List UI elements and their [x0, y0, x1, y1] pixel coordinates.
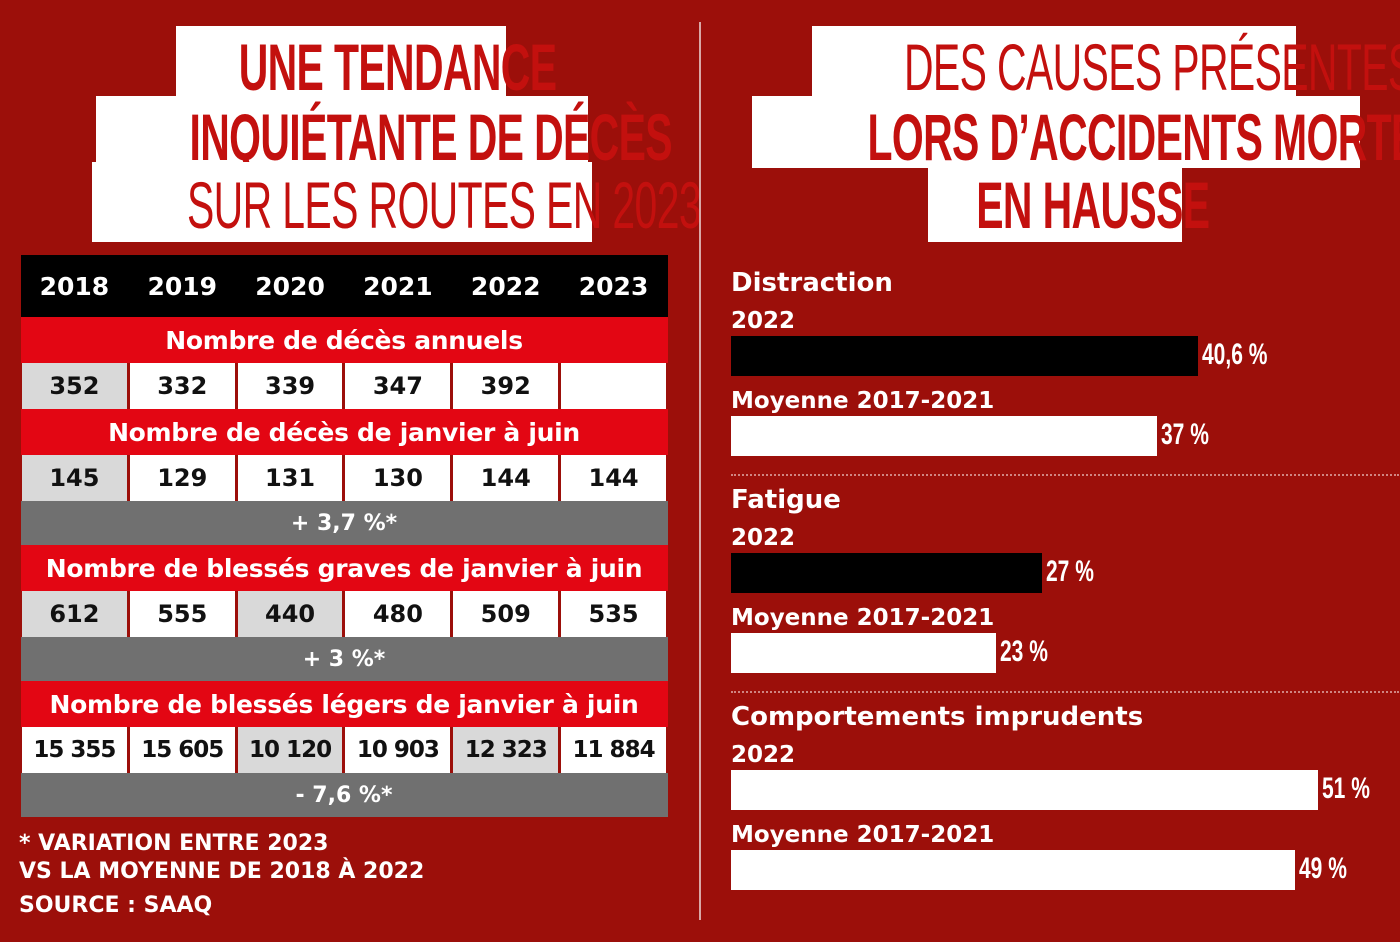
section-label: Nombre de décès de janvier à juin	[20, 409, 668, 455]
bar	[731, 633, 996, 673]
value-cell: 15 355	[19, 727, 130, 773]
right-title-line2: LORS D’ACCIDENTS MORTELS	[867, 100, 1400, 174]
section-label: Nombre de blessés graves de janvier à ju…	[20, 545, 668, 591]
bar-series-label: 2022	[731, 308, 796, 334]
left-title-line1-box: UNE TENDANCE	[176, 26, 557, 104]
value-cell: 144	[450, 455, 562, 501]
cause-title: Fatigue	[731, 485, 841, 515]
left-title-line3: SUR LES ROUTES EN 2023	[187, 168, 702, 242]
bar-value-label: 37 %	[1161, 418, 1209, 451]
variation-value: - 7,6 %*	[20, 773, 668, 817]
year-header: 2020	[236, 255, 344, 317]
value-cell: 392	[450, 363, 562, 409]
values-row: 15 355 15 605 10 120 10 903 12 323 11 88…	[19, 727, 669, 773]
value-cell: 131	[234, 455, 346, 501]
value-cell: 130	[342, 455, 454, 501]
year-header: 2021	[343, 255, 452, 317]
values-row: 145 129 131 130 144 144	[19, 455, 669, 501]
year-header-row: 2018 2019 2020 2021 2022 2023	[20, 255, 668, 317]
right-title-line3: EN HAUSSE	[976, 168, 1210, 242]
bar-value-label: 51 %	[1322, 772, 1370, 805]
stats-table: 2018 2019 2020 2021 2022 2023 Nombre de …	[19, 255, 669, 817]
value-cell: 339	[234, 363, 346, 409]
right-title-line3-box: EN HAUSSE	[928, 162, 1210, 242]
year-header: 2019	[128, 255, 237, 317]
left-title-line2: INQUIÉTANTE DE DÉCÈS	[189, 100, 672, 174]
variation-row: + 3,7 %*	[20, 501, 668, 545]
right-title-line1-box: DES CAUSES PRÉSENTES	[812, 26, 1400, 104]
right-title-line1: DES CAUSES PRÉSENTES	[903, 30, 1400, 104]
value-cell: 535	[558, 591, 669, 637]
left-title-line1: UNE TENDANCE	[238, 30, 557, 104]
value-cell: 352	[19, 363, 130, 409]
column-divider	[699, 22, 701, 920]
value-cell: 129	[126, 455, 238, 501]
value-cell	[558, 363, 669, 409]
year-header: 2023	[559, 255, 668, 317]
value-cell: 612	[19, 591, 130, 637]
left-title-line2-box: INQUIÉTANTE DE DÉCÈS	[96, 96, 673, 174]
year-header: 2018	[20, 255, 129, 317]
bar-series-label: 2022	[731, 742, 796, 768]
bar-value-label: 40,6 %	[1202, 338, 1268, 371]
section-header-row: Nombre de blessés graves de janvier à ju…	[20, 545, 668, 591]
values-row: 352 332 339 347 392	[19, 363, 669, 409]
bar-series-label: Moyenne 2017-2021	[731, 605, 995, 631]
bar	[731, 416, 1157, 456]
value-cell: 347	[342, 363, 454, 409]
value-cell: 480	[342, 591, 454, 637]
value-cell: 144	[558, 455, 669, 501]
value-cell: 12 323	[450, 727, 562, 773]
value-cell: 15 605	[126, 727, 238, 773]
section-header-row: Nombre de blessés légers de janvier à ju…	[20, 681, 668, 727]
bar	[731, 553, 1042, 593]
variation-row: - 7,6 %*	[20, 773, 668, 817]
value-cell: 555	[126, 591, 238, 637]
bar	[731, 770, 1318, 810]
value-cell: 440	[234, 591, 346, 637]
source-credit: SOURCE : SAAQ	[19, 893, 213, 918]
left-title-line3-box: SUR LES ROUTES EN 2023	[92, 162, 702, 242]
value-cell: 10 903	[342, 727, 454, 773]
bar-series-label: 2022	[731, 525, 796, 551]
year-header: 2022	[451, 255, 560, 317]
footnote: * VARIATION ENTRE 2023 VS LA MOYENNE DE …	[19, 830, 424, 886]
cause-title: Comportements imprudents	[731, 702, 1144, 732]
bar-value-label: 49 %	[1299, 852, 1347, 885]
section-header-row: Nombre de décès de janvier à juin	[20, 409, 668, 455]
bar-value-label: 23 %	[1000, 635, 1048, 668]
group-separator	[731, 474, 1399, 476]
value-cell: 509	[450, 591, 562, 637]
bar	[731, 850, 1295, 890]
variation-row: + 3 %*	[20, 637, 668, 681]
bar-value-label: 27 %	[1046, 555, 1094, 588]
section-header-row: Nombre de décès annuels	[20, 317, 668, 363]
section-label: Nombre de blessés légers de janvier à ju…	[20, 681, 668, 727]
bar-series-label: Moyenne 2017-2021	[731, 388, 995, 414]
value-cell: 10 120	[234, 727, 346, 773]
section-label: Nombre de décès annuels	[20, 317, 668, 363]
variation-value: + 3 %*	[20, 637, 668, 681]
footnote-line1: * VARIATION ENTRE 2023	[19, 831, 329, 856]
values-row: 612 555 440 480 509 535	[19, 591, 669, 637]
value-cell: 332	[126, 363, 238, 409]
group-separator	[731, 691, 1399, 693]
footnote-line2: VS LA MOYENNE DE 2018 À 2022	[19, 859, 425, 884]
value-cell: 11 884	[558, 727, 669, 773]
right-title-line2-box: LORS D’ACCIDENTS MORTELS	[752, 96, 1400, 174]
bar-series-label: Moyenne 2017-2021	[731, 822, 995, 848]
variation-value: + 3,7 %*	[20, 501, 668, 545]
cause-title: Distraction	[731, 268, 893, 298]
bar	[731, 336, 1198, 376]
value-cell: 145	[19, 455, 130, 501]
